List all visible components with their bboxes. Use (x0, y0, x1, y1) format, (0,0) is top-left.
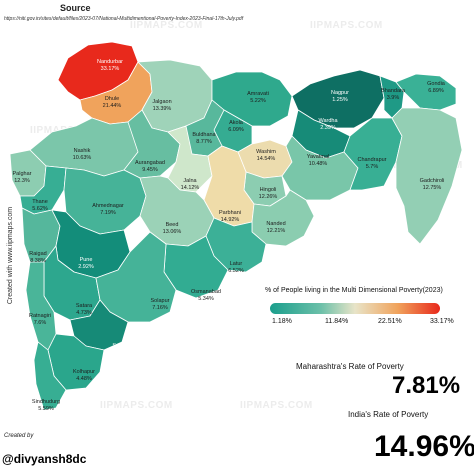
district-value-raigad: 8.38% (30, 258, 46, 264)
district-value-gondia: 6.89% (428, 88, 444, 94)
district-value-dhule: 21.44% (103, 103, 122, 109)
district-name-raigad: Raigad (29, 251, 46, 257)
district-name-sindhudurg: Sindhudurg (32, 399, 60, 405)
district-name-wardha: Wardha (318, 118, 338, 124)
district-value-ahmednagar: 7.19% (100, 210, 116, 216)
district-name-nanded: Nanded (266, 221, 285, 227)
district-name-gondia: Gondia (427, 81, 446, 87)
district-name-nashik: Nashik (74, 148, 91, 154)
district-name-solapur: Solapur (151, 298, 170, 304)
district-value-satara: 4.73% (76, 310, 92, 316)
district-value-akola: 6.09% (228, 127, 244, 133)
district-name-bhandara: Bhandara (381, 88, 406, 94)
source-title: Source (60, 3, 91, 13)
maharashtra-poverty-value: 7.81% (392, 372, 461, 399)
district-value-parbhani: 14.92% (221, 217, 240, 223)
district-value-hingoli: 12.26% (259, 194, 278, 200)
district-value-beed: 13.06% (163, 229, 182, 235)
district-name-thane: Thane (32, 199, 48, 205)
district-name-dhule: Dhule (105, 96, 119, 102)
legend-tick: 33.17% (430, 318, 454, 325)
district-name-akola: Akola (229, 120, 244, 126)
district-name-osmanabad: Osmanabad (191, 289, 221, 295)
district-gondia (395, 73, 457, 111)
watermark: IIPMAPS.COM (130, 20, 203, 31)
district-value-bhandara: 3.9% (387, 95, 400, 101)
district-name-nandurbar: Nandurbar (97, 59, 123, 65)
district-value-nashik: 10.63% (73, 155, 92, 161)
district-value-sindhudurg: 5.59% (38, 406, 54, 412)
district-value-gadchiroli: 12.75% (423, 185, 442, 191)
district-value-nagpur: 1.25% (332, 97, 348, 103)
india-poverty-value: 14.96% (374, 430, 474, 463)
legend-title: % of People living in the Multi Dimensio… (265, 287, 443, 294)
author-handle: @divyansh8dc (2, 452, 87, 466)
district-name-satara: Satara (76, 303, 93, 309)
district-value-wardha: 2.39% (320, 125, 336, 131)
legend-tick: 11.84% (325, 318, 349, 325)
district-name-hingoli: Hingoli (260, 187, 277, 193)
district-name-ahmednagar: Ahmednagar (92, 203, 124, 209)
district-name-kolhapur: Kolhapur (73, 369, 95, 375)
district-name-gadchiroli: Gadchiroli (420, 178, 445, 184)
district-value-jalgaon: 13.39% (153, 106, 172, 112)
district-value-chandrapur: 5.7% (366, 164, 379, 170)
district-value-latur: 6.52% (228, 268, 244, 274)
district-value-amravati: 5.22% (250, 98, 266, 104)
district-value-aurangabad: 9.45% (142, 167, 158, 173)
watermark: IIPMAPS.COM (310, 20, 383, 31)
district-name-chandrapur: Chandrapur (357, 157, 386, 163)
district-name-jalna: Jalna (183, 178, 197, 184)
district-name-sangli: Sangli (112, 343, 127, 349)
district-name-parbhani: Parbhani (219, 210, 241, 216)
created-by-label: Created by (4, 433, 34, 439)
district-value-yavatmal: 10.48% (309, 161, 328, 167)
district-sindhudurg (33, 341, 67, 411)
district-value-solapur: 7.16% (152, 305, 168, 311)
district-name-buldhana: Buldhana (192, 132, 216, 138)
district-name-palghar: Palghar (13, 171, 32, 177)
india-poverty-label: India's Rate of Poverty (348, 410, 429, 419)
district-name-yavatmal: Yavatmal (307, 154, 330, 160)
district-value-pune: 2.92% (78, 264, 94, 270)
maharashtra-poverty-label: Maharashtra's Rate of Poverty (296, 362, 404, 371)
district-value-ratnagiri: 7.6% (34, 320, 47, 326)
district-name-amravati: Amravati (247, 91, 269, 97)
district-value-thane: 5.62% (32, 206, 48, 212)
district-value-jalna: 14.12% (181, 185, 200, 191)
legend-color-bar (270, 303, 440, 314)
district-value-nandurbar: 33.17% (101, 66, 120, 72)
district-name-ratnagiri: Ratnagiri (29, 313, 51, 319)
district-value-washim: 14.54% (257, 156, 276, 162)
district-value-nanded: 12.21% (267, 228, 286, 234)
district-name-jalgaon: Jalgaon (152, 99, 171, 105)
legend-tick: 1.18% (272, 318, 292, 325)
watermark: IIPMAPS.COM (240, 400, 313, 411)
legend-tick: 22.51% (378, 318, 402, 325)
district-name-nagpur: Nagpur (331, 90, 349, 96)
district-gadchiroli (391, 107, 463, 245)
district-name-beed: Beed (166, 222, 179, 228)
district-value-sangli: 2.14% (112, 350, 128, 356)
district-name-washim: Washim (256, 149, 276, 155)
district-value-osmanabad: 5.34% (198, 296, 214, 302)
district-value-buldhana: 8.77% (196, 139, 212, 145)
watermark: IIPMAPS.COM (100, 400, 173, 411)
district-name-pune: Pune (80, 257, 93, 263)
district-value-kolhapur: 4.48% (76, 376, 92, 382)
district-value-palghar: 12.3% (14, 178, 30, 184)
district-name-latur: Latur (230, 261, 243, 267)
district-name-aurangabad: Aurangabad (135, 160, 165, 166)
source-url[interactable]: https://niti.gov.in/sites/default/files/… (4, 16, 244, 22)
